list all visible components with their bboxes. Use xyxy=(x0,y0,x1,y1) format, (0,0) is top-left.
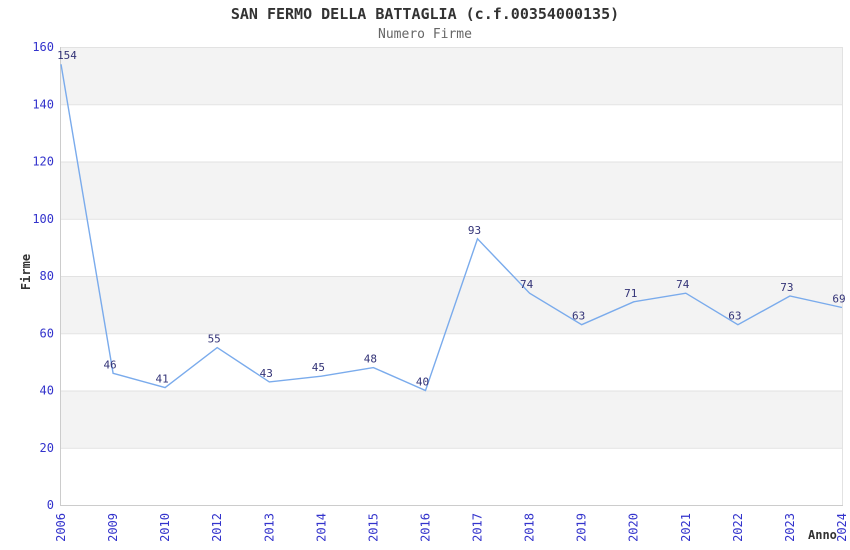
svg-text:74: 74 xyxy=(520,278,534,291)
svg-text:45: 45 xyxy=(312,361,325,374)
chart-subtitle: Numero Firme xyxy=(378,27,472,42)
svg-text:48: 48 xyxy=(364,353,377,366)
svg-text:2014: 2014 xyxy=(314,513,328,542)
svg-text:71: 71 xyxy=(624,287,637,300)
svg-text:140: 140 xyxy=(32,97,54,111)
svg-text:2018: 2018 xyxy=(523,513,537,542)
svg-text:74: 74 xyxy=(676,278,690,291)
svg-text:40: 40 xyxy=(416,376,429,389)
svg-text:2010: 2010 xyxy=(158,513,172,542)
svg-text:80: 80 xyxy=(40,269,54,283)
svg-text:40: 40 xyxy=(40,384,54,398)
svg-text:2024: 2024 xyxy=(835,513,849,542)
svg-text:93: 93 xyxy=(468,224,481,237)
svg-text:20: 20 xyxy=(40,441,54,455)
svg-text:46: 46 xyxy=(103,358,116,371)
svg-text:120: 120 xyxy=(32,155,54,169)
svg-text:2013: 2013 xyxy=(262,513,276,542)
svg-text:2020: 2020 xyxy=(627,513,641,542)
svg-text:2022: 2022 xyxy=(731,513,745,542)
svg-text:63: 63 xyxy=(728,310,741,323)
svg-text:69: 69 xyxy=(832,292,845,305)
svg-text:2016: 2016 xyxy=(418,513,432,542)
x-axis-title: Anno xyxy=(808,528,837,542)
svg-text:73: 73 xyxy=(780,281,793,294)
svg-text:60: 60 xyxy=(40,326,54,340)
svg-text:154: 154 xyxy=(57,49,77,62)
svg-text:100: 100 xyxy=(32,212,54,226)
svg-text:0: 0 xyxy=(47,498,54,512)
chart-title: SAN FERMO DELLA BATTAGLIA (c.f.003540001… xyxy=(230,5,620,23)
svg-text:55: 55 xyxy=(208,333,221,346)
svg-text:2012: 2012 xyxy=(210,513,224,542)
svg-text:2023: 2023 xyxy=(783,513,797,542)
svg-text:2017: 2017 xyxy=(471,513,485,542)
svg-text:2015: 2015 xyxy=(366,513,380,542)
svg-text:63: 63 xyxy=(572,310,585,323)
svg-text:43: 43 xyxy=(260,367,273,380)
svg-text:160: 160 xyxy=(32,40,54,54)
svg-text:2009: 2009 xyxy=(106,513,120,542)
svg-text:41: 41 xyxy=(156,373,169,386)
svg-text:2019: 2019 xyxy=(575,513,589,542)
svg-text:2006: 2006 xyxy=(54,513,68,542)
svg-text:2021: 2021 xyxy=(679,513,693,542)
